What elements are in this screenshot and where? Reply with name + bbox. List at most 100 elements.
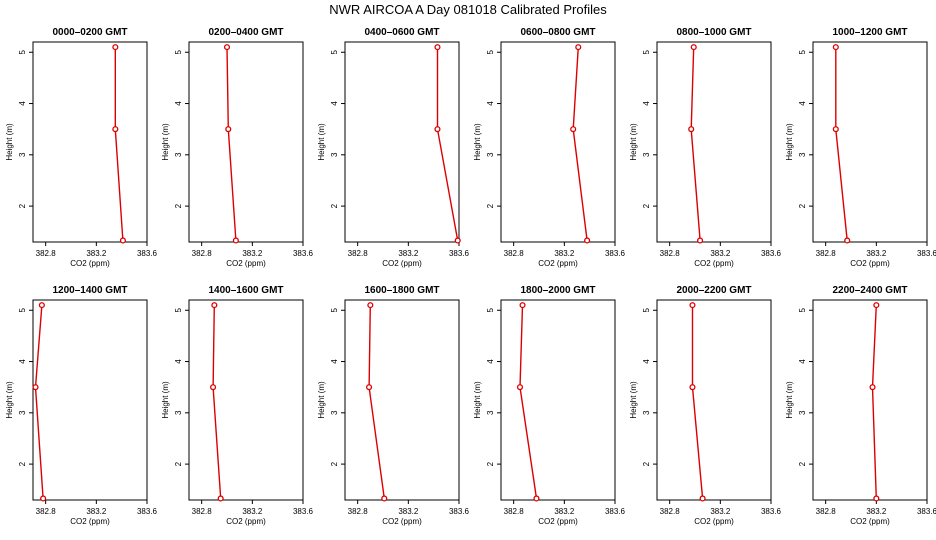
y-tick-label: 2 (642, 461, 651, 466)
y-tick-label: 3 (642, 152, 651, 157)
y-tick-label: 4 (18, 359, 27, 364)
x-tick-label: 383.2 (86, 249, 107, 258)
y-tick-label: 2 (642, 203, 651, 208)
y-tick-label: 4 (642, 359, 651, 364)
y-axis-label: Height (m) (161, 381, 170, 419)
y-tick-label: 5 (174, 49, 183, 54)
x-tick-label: 383.2 (86, 507, 107, 516)
y-tick-label: 2 (174, 461, 183, 466)
y-axis-label: Height (m) (785, 381, 794, 419)
y-axis-label: Height (m) (5, 381, 14, 419)
y-tick-label: 4 (798, 359, 807, 364)
panel: 0000–0200 GMT 382.8 383.2 383.6 CO2 (ppm) 2 3 4… (5, 27, 158, 268)
panel-title: 2000–2200 GMT (676, 285, 751, 296)
plot-frame (188, 41, 304, 243)
data-point (366, 384, 373, 391)
x-tick-label: 383.6 (917, 507, 936, 516)
x-tick-label: 382.8 (660, 249, 681, 258)
y-axis-label: Height (m) (317, 381, 326, 419)
data-point (381, 495, 388, 502)
data-point (434, 44, 441, 51)
data-point (112, 44, 119, 51)
x-tick-label: 383.2 (242, 507, 263, 516)
plot-frame (812, 299, 928, 501)
x-axis-label: CO2 (ppm) (226, 259, 266, 268)
data-point (40, 495, 47, 502)
data-point (211, 302, 218, 309)
data-point (697, 237, 704, 244)
y-tick-label: 4 (174, 359, 183, 364)
panel: 1400–1600 GMT 382.8 383.2 383.6 CO2 (ppm) 2 3 4… (161, 285, 314, 526)
x-axis-label: CO2 (ppm) (226, 517, 266, 526)
y-tick-label: 2 (174, 203, 183, 208)
data-point (32, 384, 39, 391)
y-tick-label: 2 (486, 461, 495, 466)
y-tick-label: 2 (798, 461, 807, 466)
y-tick-label: 4 (642, 101, 651, 106)
x-axis-label: CO2 (ppm) (70, 259, 110, 268)
x-tick-label: 383.6 (761, 249, 782, 258)
x-tick-label: 383.6 (137, 249, 158, 258)
x-axis-label: CO2 (ppm) (694, 259, 734, 268)
plot-frame (656, 299, 772, 501)
data-point (832, 126, 839, 133)
x-tick-label: 382.8 (348, 507, 369, 516)
y-tick-label: 2 (330, 461, 339, 466)
y-tick-label: 2 (18, 461, 27, 466)
profile-line (835, 47, 848, 241)
profile-line (519, 305, 538, 499)
x-tick-label: 383.2 (710, 249, 731, 258)
data-point (434, 126, 441, 133)
plot-frame (500, 299, 616, 501)
data-point (454, 237, 461, 244)
y-tick-label: 3 (330, 152, 339, 157)
y-tick-label: 3 (18, 152, 27, 157)
panel-title: 1000–1200 GMT (832, 27, 907, 38)
y-tick-label: 4 (486, 101, 495, 106)
y-tick-label: 3 (642, 410, 651, 415)
data-point (533, 495, 540, 502)
data-point (832, 44, 839, 51)
x-axis-label: CO2 (ppm) (382, 517, 422, 526)
x-tick-label: 383.2 (242, 249, 263, 258)
data-point (699, 495, 706, 502)
x-tick-label: 383.2 (398, 249, 419, 258)
y-tick-label: 3 (330, 410, 339, 415)
profile-line (691, 305, 704, 499)
panel: 0200–0400 GMT 382.8 383.2 383.6 CO2 (ppm) 2 3 4… (161, 27, 314, 268)
y-axis-label: Height (m) (629, 381, 638, 419)
data-point (688, 126, 695, 133)
data-point (217, 495, 224, 502)
panel-title: 1200–1400 GMT (52, 285, 127, 296)
x-tick-label: 383.6 (449, 507, 470, 516)
x-tick-label: 383.2 (710, 507, 731, 516)
x-tick-label: 383.6 (605, 507, 626, 516)
y-tick-label: 5 (330, 307, 339, 312)
x-tick-label: 382.8 (192, 507, 213, 516)
x-tick-label: 382.8 (36, 249, 57, 258)
x-tick-label: 383.2 (554, 507, 575, 516)
panel-title: 0600–0800 GMT (520, 27, 595, 38)
data-point (516, 384, 524, 391)
panel-title: 2200–2400 GMT (832, 285, 907, 296)
panel: 2000–2200 GMT 382.8 383.2 383.6 CO2 (ppm) 2 3 4… (629, 285, 782, 526)
data-point (232, 237, 239, 244)
plot-frame (188, 299, 304, 501)
x-tick-label: 382.8 (816, 507, 837, 516)
x-tick-label: 383.6 (917, 249, 936, 258)
y-tick-label: 5 (330, 49, 339, 54)
y-tick-label: 2 (798, 203, 807, 208)
y-tick-label: 4 (18, 101, 27, 106)
x-tick-label: 383.2 (866, 249, 887, 258)
y-tick-label: 3 (174, 152, 183, 157)
y-tick-label: 5 (642, 49, 651, 54)
data-point (210, 384, 217, 391)
x-tick-label: 382.8 (660, 507, 681, 516)
y-tick-label: 2 (18, 203, 27, 208)
y-tick-label: 5 (486, 49, 495, 54)
data-point (519, 302, 526, 309)
panel-title: 0400–0600 GMT (364, 27, 439, 38)
profile-line (114, 47, 124, 241)
data-point (570, 126, 577, 133)
x-tick-label: 383.2 (398, 507, 419, 516)
